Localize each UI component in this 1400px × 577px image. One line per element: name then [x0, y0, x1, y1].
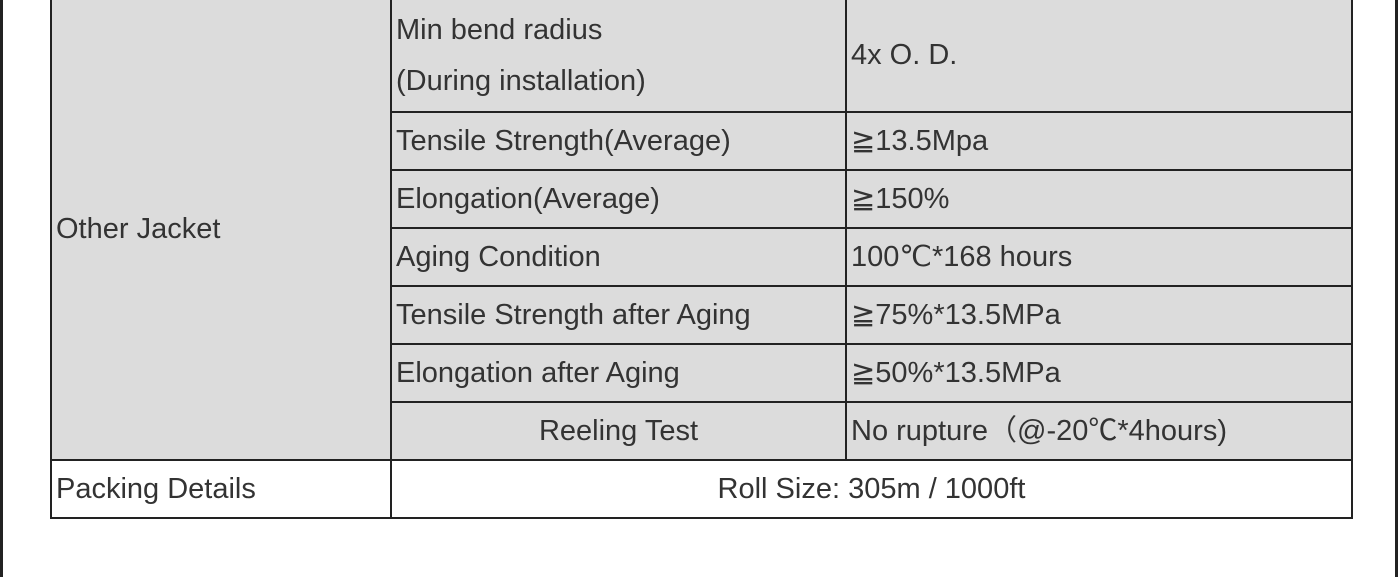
- value-cell: 100℃*168 hours: [845, 227, 1353, 287]
- parameter-cell: Aging Condition: [390, 227, 847, 287]
- value-cell: ≧13.5Mpa: [845, 111, 1353, 171]
- table-row: Reeling Test No rupture（@-20℃*4hours): [51, 401, 1353, 461]
- spec-table: Other Jacket Min bend radius (During inst…: [50, 0, 1353, 519]
- parameter-cell: Min bend radius (During installation): [390, 0, 847, 113]
- table-row: Tensile Strength(Average) ≧13.5Mpa: [51, 111, 1353, 171]
- value-cell: ≧75%*13.5MPa: [845, 285, 1353, 345]
- table-body: Other Jacket Min bend radius (During inst…: [50, 0, 1353, 519]
- footer-value: Roll Size: 305m / 1000ft: [390, 459, 1353, 519]
- parameter-cell: Reeling Test: [390, 401, 847, 461]
- table-row: Tensile Strength after Aging ≧75%*13.5MPa: [51, 285, 1353, 345]
- table-row: Elongation after Aging ≧50%*13.5MPa: [51, 343, 1353, 403]
- group-cell: Other Jacket: [50, 0, 392, 461]
- parameter-cell: Tensile Strength(Average): [390, 111, 847, 171]
- value-cell: 4x O. D.: [845, 0, 1353, 113]
- table-row: Other Jacket Min bend radius (During inst…: [50, 0, 1353, 461]
- footer-row: Packing Details Roll Size: 305m / 1000ft: [50, 459, 1353, 519]
- value-cell: ≧150%: [845, 169, 1353, 229]
- table-row: Elongation(Average) ≧150%: [51, 169, 1353, 229]
- footer-label: Packing Details: [50, 459, 392, 519]
- right-border: [1395, 0, 1398, 577]
- parameter-cell: Tensile Strength after Aging: [390, 285, 847, 345]
- value-cell: No rupture（@-20℃*4hours): [845, 401, 1353, 461]
- table-row: Aging Condition 100℃*168 hours: [51, 227, 1353, 287]
- parameter-cell: Elongation(Average): [390, 169, 847, 229]
- parameter-cell: Elongation after Aging: [390, 343, 847, 403]
- value-cell: ≧50%*13.5MPa: [845, 343, 1353, 403]
- left-border: [0, 0, 3, 577]
